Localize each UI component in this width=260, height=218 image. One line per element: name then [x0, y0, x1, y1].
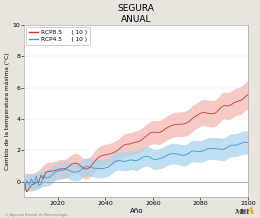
Text: E: E: [239, 208, 246, 216]
Title: SEGURA
ANUAL: SEGURA ANUAL: [118, 4, 155, 24]
Y-axis label: Cambio de la temperatura máxima (°C): Cambio de la temperatura máxima (°C): [4, 52, 10, 170]
Text: A: A: [247, 207, 255, 216]
Text: Met: Met: [234, 208, 250, 216]
Text: © Agencia Estatal de Meteorología: © Agencia Estatal de Meteorología: [5, 213, 67, 217]
Legend: RCP8.5     ( 10 ), RCP4.5     ( 10 ): RCP8.5 ( 10 ), RCP4.5 ( 10 ): [26, 27, 90, 45]
X-axis label: Año: Año: [129, 208, 143, 214]
